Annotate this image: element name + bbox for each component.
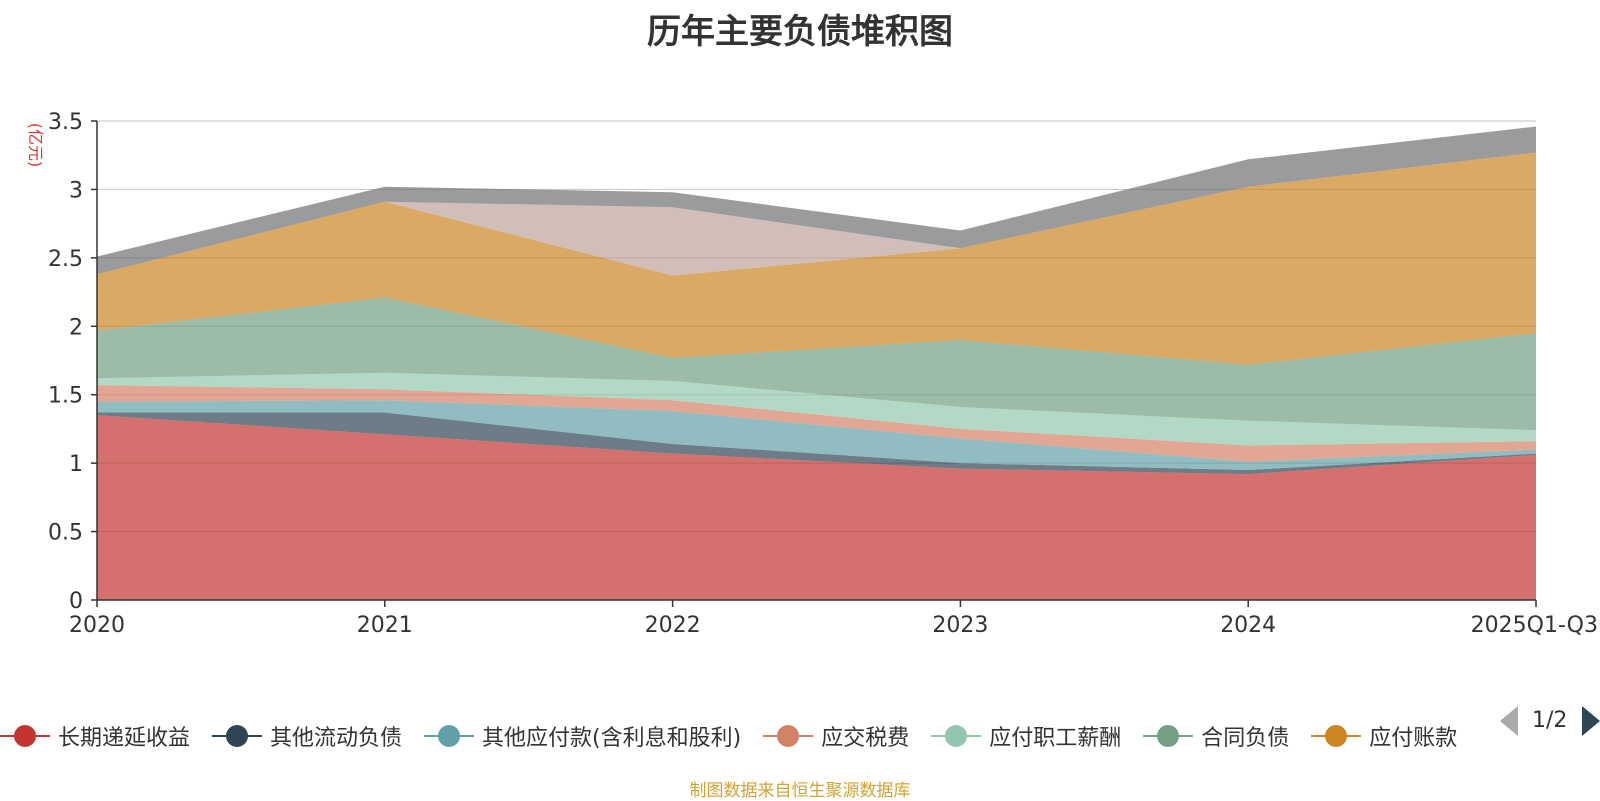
- legend: 长期递延收益 其他流动负债 其他应付款(含利息和股利) 应交税费 应付职工薪酬 合同负债 应…: [0, 718, 1485, 754]
- area-series-3[interactable]: [97, 400, 1536, 470]
- y-tick-label: 1: [69, 452, 83, 477]
- legend-marker-icon: [763, 723, 814, 749]
- x-tick-label: 2020: [69, 613, 125, 638]
- y-tick-label: 1.5: [48, 384, 83, 409]
- legend-item-1[interactable]: 长期递延收益: [0, 718, 190, 754]
- y-tick-label: 0.5: [48, 521, 83, 546]
- area-series-6[interactable]: [97, 297, 1536, 431]
- legend-item-label: 应付职工薪酬: [989, 726, 1122, 751]
- legend-item-4[interactable]: 应交税费: [763, 718, 909, 754]
- legend-item-3[interactable]: 其他应付款(含利息和股利): [424, 718, 741, 754]
- x-tick-label: 2025Q1-Q3: [1471, 613, 1598, 638]
- area-series-1[interactable]: [97, 415, 1536, 600]
- legend-marker-icon: [1311, 723, 1362, 749]
- legend-pager: 1/2: [1500, 706, 1600, 736]
- legend-item-5[interactable]: 应付职工薪酬: [931, 718, 1121, 754]
- area-series-4[interactable]: [97, 385, 1536, 462]
- chart-title: 历年主要负债堆积图: [647, 12, 953, 52]
- legend-item-2[interactable]: 其他流动负债: [212, 718, 402, 754]
- legend-item-6[interactable]: 合同负债: [1143, 718, 1289, 754]
- legend-item-label: 应付账款: [1369, 726, 1458, 751]
- legend-item-7[interactable]: 应付账款: [1311, 718, 1457, 754]
- y-tick-label: 3: [69, 178, 83, 203]
- area-series-5[interactable]: [97, 372, 1536, 446]
- area-series-8[interactable]: [97, 152, 1536, 276]
- legend-item-label: 应交税费: [821, 726, 910, 751]
- legend-prev-page-button[interactable]: [1500, 706, 1518, 736]
- x-tick-label: 2023: [932, 613, 988, 638]
- y-tick-label: 0: [69, 589, 83, 614]
- x-tick-label: 2021: [357, 613, 413, 638]
- area-series-7[interactable]: [97, 152, 1536, 365]
- x-tick-label: 2024: [1220, 613, 1276, 638]
- legend-item-label: 其他应付款(含利息和股利): [482, 726, 742, 751]
- y-tick-label: 3.5: [48, 110, 83, 135]
- area-series-9[interactable]: [97, 126, 1536, 275]
- area-layers: [97, 126, 1536, 600]
- legend-page-indicator: 1/2: [1532, 708, 1568, 733]
- legend-marker-icon: [424, 723, 475, 749]
- legend-marker-icon: [1143, 723, 1194, 749]
- legend-marker-icon: [931, 723, 982, 749]
- y-tick-label: 2: [69, 315, 83, 340]
- axes: 0 0.5 1 1.5 2 2.5 3 3.5 2020 2021 2022 2023 2024 2025…: [48, 110, 1598, 638]
- legend-item-label: 其他流动负债: [270, 726, 403, 751]
- y-tick-label: 2.5: [48, 247, 83, 272]
- x-tick-label: 2022: [645, 613, 701, 638]
- legend-marker-icon: [0, 723, 50, 749]
- legend-marker-icon: [212, 723, 263, 749]
- y-axis-unit-label: (亿元): [26, 123, 45, 168]
- area-series-2[interactable]: [97, 412, 1536, 475]
- data-source-note: 制图数据来自恒生聚源数据库: [689, 781, 911, 801]
- legend-item-label: 长期递延收益: [58, 726, 191, 751]
- legend-item-label: 合同负债: [1201, 726, 1290, 751]
- stacked-area-chart: 0 0.5 1 1.5 2 2.5 3 3.5 2020 2021 2022 2023 2024 2025…: [26, 110, 1598, 638]
- legend-next-page-button[interactable]: [1582, 706, 1600, 736]
